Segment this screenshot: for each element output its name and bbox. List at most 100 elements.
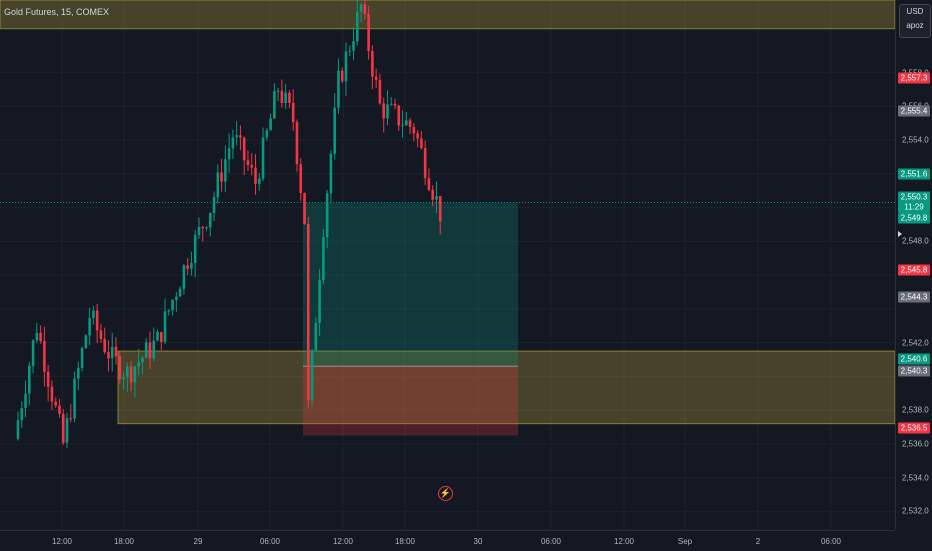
candle-body (401, 125, 404, 127)
price-tick-label: 2,542.0 (902, 338, 929, 348)
time-tick-label: 12:00 (332, 537, 354, 546)
candle-body (420, 138, 423, 149)
candle-body (303, 192, 306, 225)
candle-body (337, 70, 340, 108)
candle-body (374, 76, 378, 80)
candle-body (171, 299, 174, 311)
time-tick-label: 06:00 (540, 537, 562, 546)
candle-body (397, 105, 401, 126)
candle-body (412, 126, 416, 134)
candle-body (216, 172, 220, 198)
candle-body (435, 196, 438, 200)
candle-body (235, 135, 238, 138)
candle-body (333, 107, 336, 154)
candle-body (325, 193, 329, 238)
price-label: 2,550.3 (898, 191, 930, 203)
price-tick-label: 2,536.0 (902, 439, 929, 449)
candle-body (186, 265, 189, 269)
candle-body (276, 90, 280, 92)
candle-body (197, 227, 201, 235)
candle-body (431, 189, 434, 200)
candle-body (163, 311, 167, 342)
candle-body (378, 79, 382, 104)
candle-body (73, 378, 76, 419)
candle-body (182, 265, 186, 289)
candle-body (438, 196, 442, 222)
supply-zone (0, 0, 895, 30)
candle-body (31, 340, 35, 366)
time-tick-label: 18:00 (394, 537, 416, 546)
time-tick-label: 06:00 (820, 537, 842, 546)
candle-body (201, 227, 205, 229)
candle-body (280, 90, 284, 104)
candle-body (273, 91, 276, 119)
candle-body (408, 120, 412, 127)
candle-body (122, 377, 125, 380)
time-tick-label: 12:00 (51, 537, 73, 546)
candle-body (367, 14, 370, 52)
candle-body (310, 350, 314, 401)
price-label: 2,536.5 (898, 422, 930, 434)
candle-body (167, 310, 171, 312)
candle-body (242, 137, 246, 161)
candle-body (77, 367, 80, 379)
candle-body (231, 137, 235, 149)
price-axis[interactable]: USD apoz 2,558.02,556.02,554.02,552.02,5… (895, 0, 932, 530)
candle-body (159, 332, 163, 342)
candle-body (16, 420, 20, 439)
price-tick-label: 2,534.0 (902, 473, 929, 483)
time-axis[interactable]: 12:00 18:00 29 06:00 12:00 18:00 30 06:00 12:00 S… (0, 530, 895, 551)
candle-body (416, 133, 419, 139)
candle-body (205, 227, 208, 229)
candle-body (144, 342, 148, 358)
candle-body (329, 153, 333, 194)
chart-area[interactable]: Gold Futures, 15, COMEX ⚡ (0, 0, 895, 530)
target-box (303, 202, 518, 367)
candle-body (141, 357, 144, 363)
price-chart[interactable] (0, 0, 895, 530)
candle-body (190, 263, 193, 269)
candle-body (224, 159, 227, 182)
candle-body (356, 11, 359, 42)
candle-body (65, 418, 69, 443)
candle-body (80, 348, 84, 368)
currency-button[interactable]: USD apoz (899, 4, 931, 38)
candle-body (118, 356, 122, 380)
candle-body (284, 92, 287, 104)
candle-body (250, 165, 254, 168)
candle-body (133, 366, 137, 383)
candle-body (265, 130, 269, 138)
candle-body (295, 122, 299, 165)
price-label: 2,555.4 (898, 105, 930, 117)
candle-body (254, 167, 257, 184)
candle-body (363, 4, 367, 15)
candle-body (288, 92, 291, 103)
candle-body (110, 346, 114, 359)
scale-mode-label: apoz (906, 21, 924, 30)
candle-body (382, 103, 385, 119)
candle-body (389, 103, 393, 105)
stop-box (303, 366, 518, 436)
price-label: 2,540.3 (898, 365, 930, 377)
candle-body (299, 164, 303, 193)
candle-body (257, 178, 261, 184)
candle-body (24, 393, 27, 409)
candle-body (95, 310, 99, 331)
time-tick-label: 18:00 (113, 537, 135, 546)
price-label: 2,549.8 (898, 212, 930, 224)
candle-body (318, 280, 321, 324)
candle-body (427, 177, 431, 190)
candle-body (20, 408, 24, 421)
lightning-icon[interactable]: ⚡ (438, 486, 453, 501)
candle-body (227, 148, 231, 160)
price-label: 2,540.6 (898, 353, 930, 365)
candle-body (423, 148, 427, 178)
candle-body (156, 332, 159, 341)
candle-body (322, 237, 325, 281)
price-tick-label: 2,548.0 (902, 236, 929, 246)
candle-body (371, 51, 374, 77)
candle-body (28, 365, 31, 394)
demand-zone (117, 350, 895, 425)
candle-body (208, 212, 212, 228)
candle-body (114, 346, 118, 357)
